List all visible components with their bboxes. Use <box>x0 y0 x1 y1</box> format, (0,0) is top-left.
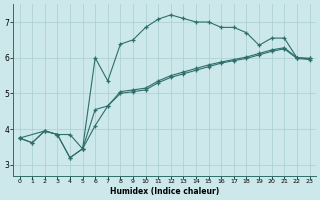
X-axis label: Humidex (Indice chaleur): Humidex (Indice chaleur) <box>110 187 219 196</box>
